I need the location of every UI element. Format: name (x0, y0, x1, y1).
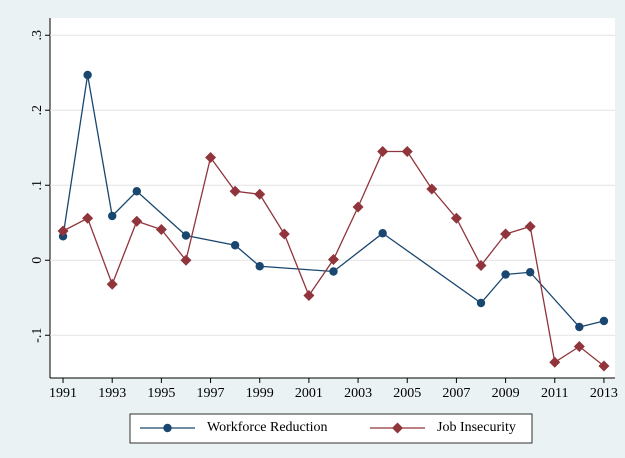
x-tick-label: 1999 (246, 386, 274, 401)
x-tick-label: 2013 (590, 386, 618, 401)
x-tick-label: 2005 (393, 386, 421, 401)
marker (108, 211, 117, 221)
y-tick-label: .1 (30, 180, 45, 191)
x-tick-label: 2003 (344, 386, 372, 401)
marker (377, 146, 389, 157)
marker (450, 212, 462, 224)
marker (573, 341, 585, 352)
legend-label: Workforce Reduction (207, 420, 328, 435)
marker (229, 185, 241, 197)
x-tick-label: 2007 (442, 386, 470, 401)
marker (303, 290, 315, 301)
marker (549, 356, 561, 368)
marker (82, 212, 94, 224)
marker (352, 201, 364, 213)
y-tick-label: -.1 (30, 328, 45, 343)
marker (255, 262, 264, 271)
marker (205, 152, 217, 163)
marker (180, 254, 192, 266)
y-tick-label: .2 (30, 105, 45, 116)
marker (329, 267, 338, 276)
x-tick-label: 2009 (492, 386, 520, 401)
marker (155, 224, 167, 235)
marker (254, 188, 266, 200)
x-tick-label: 2011 (541, 386, 568, 401)
marker (475, 260, 487, 271)
marker (57, 225, 69, 237)
marker (501, 270, 510, 279)
marker (132, 187, 141, 196)
marker (327, 254, 339, 265)
marker (575, 322, 584, 332)
legend (129, 413, 533, 444)
marker (599, 316, 609, 326)
marker (500, 228, 512, 240)
marker (230, 241, 240, 250)
y-tick-label: .3 (30, 30, 45, 41)
marker (524, 221, 536, 232)
marker (278, 228, 290, 240)
legend-label: Job Insecurity (437, 420, 516, 435)
x-tick-label: 1993 (98, 386, 126, 401)
marker (476, 298, 486, 308)
plot-area (50, 18, 615, 378)
legend-marker (163, 423, 172, 433)
marker (181, 231, 191, 240)
x-tick-label: 1991 (49, 386, 77, 401)
marker (598, 360, 610, 372)
x-tick-label: 1995 (147, 386, 175, 401)
marker (131, 215, 143, 227)
marker (83, 70, 92, 80)
marker (525, 268, 535, 277)
y-tick-label: 0 (30, 257, 45, 264)
x-tick-label: 1997 (197, 386, 225, 401)
marker (378, 229, 387, 238)
marker (426, 183, 438, 195)
marker (401, 146, 413, 157)
x-tick-label: 2001 (295, 386, 323, 401)
legend-marker (392, 422, 403, 434)
marker (106, 278, 118, 290)
